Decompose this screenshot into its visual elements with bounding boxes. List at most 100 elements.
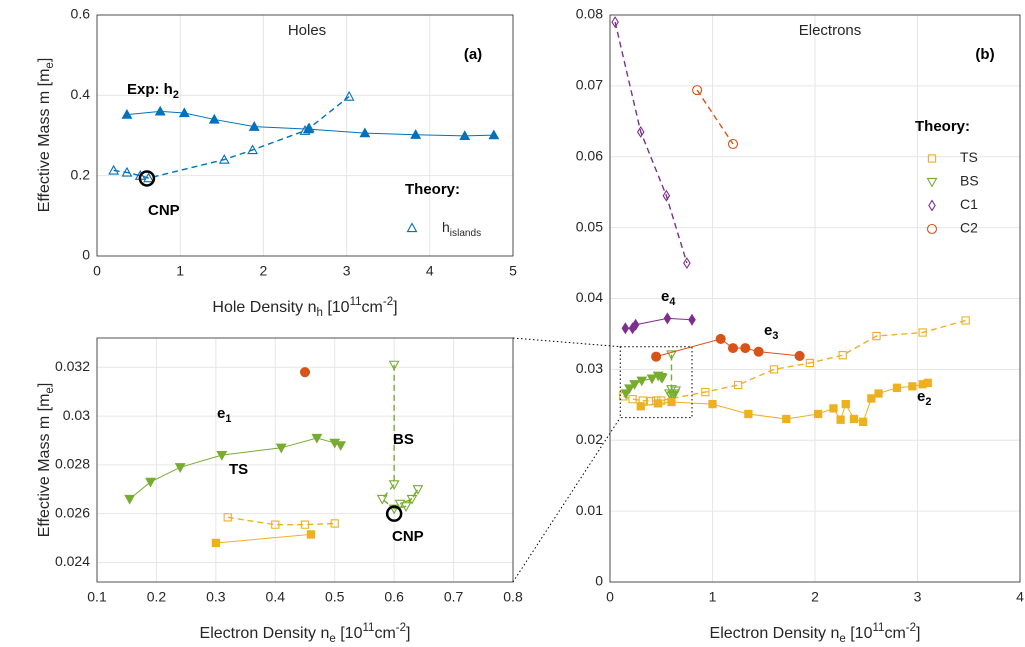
data-point [335, 441, 347, 451]
y-tick-label: 0.02 [576, 431, 603, 447]
legend-title: Theory: [915, 118, 970, 135]
data-point [782, 414, 791, 424]
y-axis-label: Effective Mass m [me] [36, 383, 56, 538]
text-part: Exp: h [127, 81, 173, 98]
series-line [655, 338, 800, 358]
series-line [696, 89, 734, 145]
data-point [247, 144, 259, 155]
text-part: 4 [669, 296, 675, 308]
y-axis-label: Effective Mass m [me] [36, 58, 56, 213]
legend-label: hislands [442, 219, 481, 239]
data-point [178, 107, 190, 118]
data-point [121, 108, 133, 119]
zoom-connector [512, 417, 621, 583]
text-part: -2 [396, 622, 406, 634]
data-point [621, 322, 630, 335]
panel-label: (a) [464, 46, 482, 63]
text-part: e [661, 288, 669, 305]
data-point [769, 365, 779, 374]
text-part: 2 [925, 396, 931, 408]
data-point [343, 90, 355, 101]
y-tick-label: 0.05 [576, 218, 603, 234]
data-point [733, 380, 743, 390]
legend-label: TS [960, 149, 978, 165]
y-tick-label: 0.03 [576, 360, 603, 376]
y-tick-label: 0.01 [576, 502, 603, 518]
text-part: [10 [323, 299, 350, 316]
text-part: CNP [148, 202, 180, 219]
text-part: Hole Density n [212, 299, 316, 316]
data-point [656, 373, 668, 384]
data-point [669, 389, 681, 400]
data-point [631, 318, 640, 331]
data-point [299, 367, 311, 378]
data-point [174, 463, 186, 473]
data-point [624, 384, 635, 395]
annotation: TS [229, 461, 248, 478]
text-part: BS [393, 431, 414, 448]
x-tick-label: 0.6 [384, 589, 404, 605]
data-point [628, 394, 637, 404]
text-part: cm [362, 299, 383, 316]
data-point [330, 519, 339, 528]
x-tick-label: 2 [811, 589, 819, 605]
data-point [667, 397, 676, 407]
data-point [813, 409, 823, 419]
text-part: 3 [772, 330, 778, 342]
plot-content [108, 90, 500, 187]
data-point [841, 399, 850, 409]
data-point [306, 530, 316, 539]
text-part: Electron Density n [710, 625, 840, 642]
data-point [683, 257, 691, 270]
annotation: CNP [392, 528, 424, 545]
data-point [629, 380, 641, 390]
x-tick-label: 3 [914, 589, 922, 605]
data-point [459, 130, 471, 141]
data-point [646, 374, 658, 385]
x-tick-label: 3 [343, 263, 351, 279]
legend-title: Theory: [405, 181, 460, 198]
data-point [124, 494, 136, 505]
data-point [154, 105, 166, 116]
annotation: BS [393, 431, 414, 448]
series-line [113, 95, 350, 179]
legend-label: BS [960, 173, 979, 189]
data-point [275, 443, 287, 454]
legend-marker [927, 154, 937, 163]
data-point [923, 378, 932, 387]
data-point [611, 16, 619, 29]
data-point [218, 153, 230, 164]
data-point [406, 494, 418, 505]
data-point [271, 520, 280, 529]
panel-title: Electrons [799, 22, 862, 39]
data-point [667, 390, 678, 401]
annotation: Exp: h2 [127, 81, 179, 101]
series-line [381, 364, 419, 510]
y-tick-label: 0.024 [55, 553, 90, 569]
data-point [636, 376, 648, 387]
text-part: islands [450, 228, 481, 239]
text-part: e [217, 405, 225, 422]
x-axis-label: Hole Density nh [1011cm-2] [212, 296, 397, 319]
data-point [223, 513, 232, 522]
data-point [410, 129, 422, 139]
zoom-connector [512, 337, 621, 348]
text-part: 2 [173, 89, 179, 101]
text-part: TS [229, 461, 248, 478]
data-point [311, 433, 323, 444]
text-part: 11 [350, 296, 362, 308]
x-axis-label: Electron Density ne [1011cm-2] [200, 622, 411, 645]
text-part: e [917, 388, 925, 405]
data-point [651, 351, 662, 362]
text-part: -2 [906, 622, 916, 634]
x-tick-label: 0 [93, 263, 101, 279]
legend-marker [406, 222, 418, 233]
series-line [126, 110, 494, 137]
data-point [394, 499, 406, 510]
data-point [385, 505, 403, 522]
data-point [872, 331, 881, 341]
data-point [849, 414, 859, 424]
data-point [359, 127, 371, 138]
annotation: e1 [217, 405, 231, 425]
text-part: 11 [362, 622, 374, 634]
